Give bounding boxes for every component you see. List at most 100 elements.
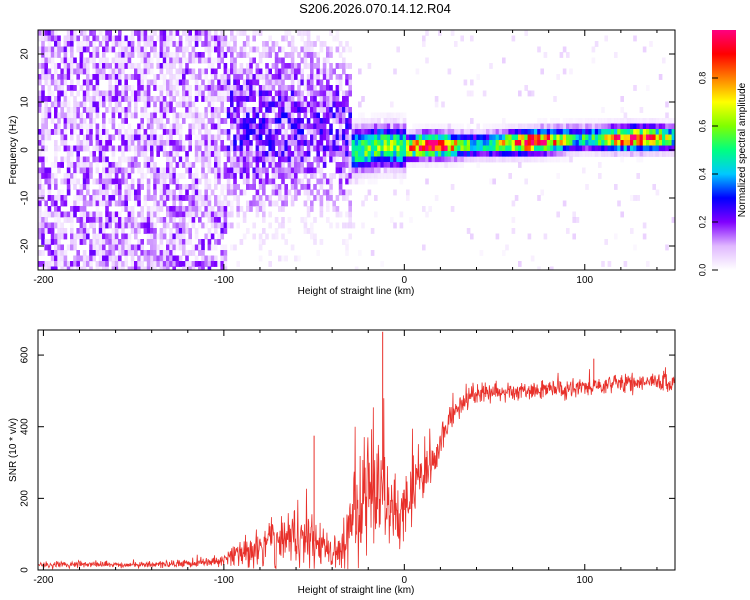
spectrogram-cell [374,151,378,157]
spectrogram-cell [223,41,228,47]
spectrogram-cell [338,211,343,218]
spectrogram-cell [188,140,192,146]
spectrogram-cell [594,151,599,157]
spectrogram-cell [73,233,77,240]
spectrogram-cell [284,112,288,119]
spectrogram-cell [169,255,173,262]
spectrogram-cell [428,151,432,157]
spectrogram-cell [178,96,183,102]
spectrogram-cell [319,211,324,218]
spectrogram-cell [143,68,148,75]
spectrogram-cell [518,140,522,146]
spectrogram-cell [274,129,279,135]
spectrogram-cell [178,162,183,168]
spectrogram-cell [146,85,151,91]
spectrogram-cell [178,211,183,218]
spectrogram-cell [137,151,141,157]
spectrogram-cell [137,162,141,168]
spectrogram-cell [89,200,93,207]
spectrogram-cell [383,151,388,157]
spectrogram-cell [124,195,128,201]
spectrogram-cell [92,74,96,80]
spectrogram-cell [41,41,45,47]
spectrogram-cell [159,167,164,174]
spectrogram-cell [153,162,157,168]
spectrogram-cell [326,206,330,212]
spectrogram-cell [274,41,279,47]
spectrogram-cell [166,63,170,69]
spectrogram-cell [306,30,311,36]
spectrogram-cell [255,30,260,36]
spectrogram-cell [44,266,48,270]
spectrogram-cell [242,112,247,119]
spectrogram-cell [246,129,250,135]
spectrogram-cell [454,156,458,163]
spectrogram-cell [633,129,637,135]
spectrogram-cell [463,145,468,152]
spectrogram-cell [338,118,343,124]
spectrogram-cell [57,222,61,229]
spectrogram-cell [127,266,132,270]
spectrogram-cell [217,134,221,141]
spectrogram-cell [198,261,202,267]
spectrogram-cell [361,145,365,152]
spectrogram-cell [70,79,74,86]
spectrogram-cell [348,107,352,113]
spectrogram-cell [153,46,157,53]
spectrogram-cell [47,167,52,174]
spectrogram-cell [390,162,394,168]
spectrogram-cell [73,184,77,190]
spectrogram-cell [146,112,151,119]
spectrogram-cell [89,112,93,119]
spectrogram-cell [281,233,285,240]
spectrogram-cell [406,134,410,141]
spectrogram-cell [54,173,58,179]
spectrogram-cell [201,156,205,163]
spectrogram-cell [41,85,45,91]
spectrogram-cell [175,151,180,157]
spectrogram-cell [502,129,506,135]
spectrogram-cell [44,156,48,163]
spectrogram-cell [374,211,378,218]
spectrogram-cell [665,129,669,135]
spectrogram-cell [393,189,397,196]
spectrogram-cell [294,178,298,185]
spectrogram-cell [338,129,343,135]
spectrogram-cell [223,211,228,218]
spectrogram-cell [210,167,215,174]
spectrogram-cell [50,129,55,135]
spectrogram-cell [319,101,324,108]
spectrogram-cell [217,74,221,80]
spectrogram-cell [591,46,596,53]
spectrogram-cell [646,151,650,157]
spectrogram-cell [233,112,237,119]
spectrogram-cell [156,261,160,267]
spectrogram-cell [255,107,260,113]
spectrogram-cell [111,41,116,47]
spectrogram-cell [70,145,74,152]
spectrogram-cell [598,162,602,168]
spectrogram-cell [159,118,164,124]
spectrogram-cell [434,96,439,102]
spectrogram-cell [428,134,432,141]
spectrogram-cell [47,112,52,119]
spectrogram-cell [111,250,116,256]
spectrogram-cell [57,46,61,53]
spectrogram-cell [44,57,48,64]
spectrogram-cell [146,250,151,256]
spectrogram-cell [306,140,311,146]
spectrogram-cell [274,184,279,190]
spectrogram-cell [153,250,157,256]
spectrogram-cell [214,156,218,163]
spectrogram-cell [412,156,416,163]
spectrogram-cell [54,195,58,201]
spectrogram-cell [166,35,170,42]
spectrogram-cell [124,239,128,245]
spectrogram-cell [265,107,269,113]
spectrogram-cell [399,162,404,168]
spectrogram-cell [169,85,173,91]
spectrogram-cell [287,85,292,91]
spectrogram-cell [217,233,221,240]
spectrogram-cell [246,151,250,157]
